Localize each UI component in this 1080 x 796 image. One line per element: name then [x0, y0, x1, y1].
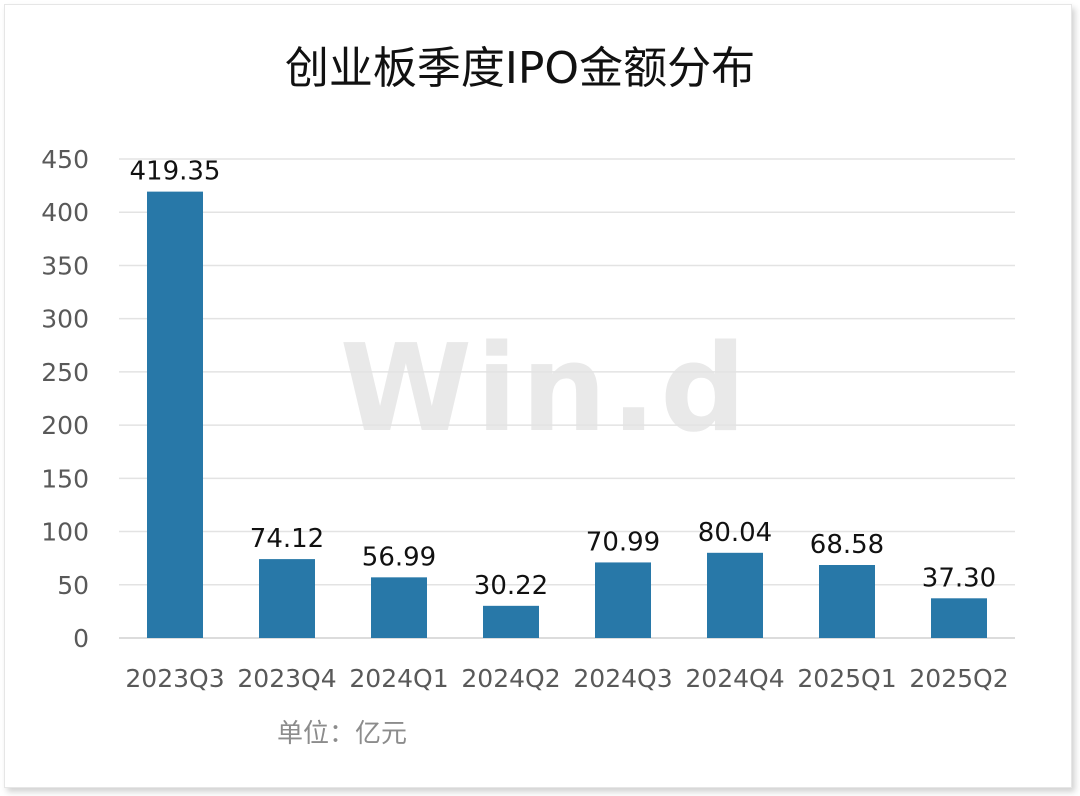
bar-2025Q2	[931, 598, 987, 638]
data-label-2023Q4: 74.12	[250, 524, 324, 554]
bar-2023Q4	[259, 559, 315, 638]
bar-2024Q3	[595, 562, 651, 638]
y-tick-label: 200	[41, 411, 89, 440]
chart-frame: Win.d 创业板季度IPO金额分布 0 50 100 150 200 250 300 350…	[4, 4, 1072, 788]
bar-chart: Win.d 创业板季度IPO金额分布 0 50 100 150 200 250 300 350…	[41, 43, 1015, 749]
y-tick-label: 450	[41, 145, 89, 174]
bar-2024Q1	[371, 577, 427, 638]
data-label-2025Q1: 68.58	[810, 530, 884, 560]
data-label-2024Q1: 56.99	[362, 542, 436, 572]
y-tick-label: 250	[41, 358, 89, 387]
bar-2023Q3	[147, 191, 203, 638]
data-label-2025Q2: 37.30	[922, 563, 996, 593]
y-tick-label: 400	[41, 198, 89, 227]
category-label-2023Q4: 2023Q4	[237, 664, 336, 693]
chart-title: 创业板季度IPO金额分布	[285, 43, 755, 94]
bar-2025Q1	[819, 565, 875, 638]
data-label-2024Q4: 80.04	[698, 518, 772, 548]
category-label-2024Q3: 2024Q3	[573, 664, 672, 693]
y-tick-label: 50	[57, 571, 89, 600]
y-tick-label: 100	[41, 518, 89, 547]
watermark: Win.d	[340, 320, 750, 459]
bar-2024Q4	[707, 552, 763, 638]
y-tick-label: 350	[41, 251, 89, 280]
y-tick-label: 150	[41, 464, 89, 493]
data-label-2023Q3: 419.35	[130, 157, 221, 187]
y-tick-label: 300	[41, 305, 89, 334]
category-label-2025Q2: 2025Q2	[909, 664, 1008, 693]
unit-label: 单位：亿元	[277, 719, 407, 749]
data-labels: 419.35 74.12 56.99 30.22 70.99 80.04 68.58 37.3…	[130, 157, 997, 601]
category-label-2024Q4: 2024Q4	[685, 664, 784, 693]
category-label-2025Q1: 2025Q1	[797, 664, 896, 693]
data-label-2024Q2: 30.22	[474, 571, 548, 601]
category-label-2024Q2: 2024Q2	[461, 664, 560, 693]
data-label-2024Q3: 70.99	[586, 527, 660, 557]
y-axis-ticks: 0 50 100 150 200 250 300 350 400 450	[41, 145, 89, 653]
bar-2024Q2	[483, 605, 539, 638]
category-label-2023Q3: 2023Q3	[125, 664, 224, 693]
x-axis-categories: 2023Q3 2023Q4 2024Q1 2024Q2 2024Q3 2024Q4 2025…	[125, 664, 1008, 693]
y-tick-label: 0	[73, 624, 89, 653]
bars	[147, 191, 987, 638]
category-label-2024Q1: 2024Q1	[349, 664, 448, 693]
